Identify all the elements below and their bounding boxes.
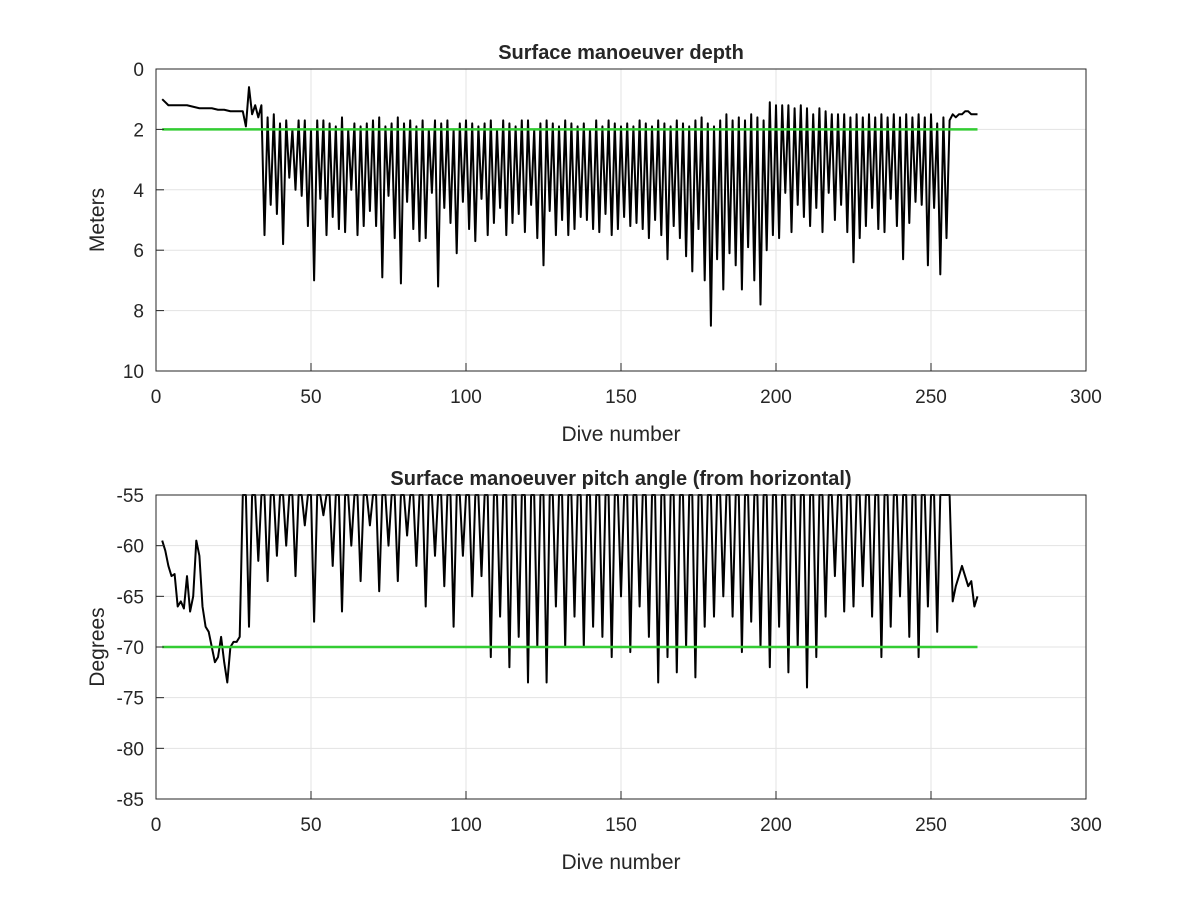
x-tick-label: 50 [300, 387, 321, 408]
y-tick-label: 10 [123, 362, 144, 383]
x-tick-label: 200 [760, 387, 792, 408]
depth-y-ticks: 0 2 4 6 8 10 [123, 60, 164, 383]
depth-x-ticks: 0 50 100 150 200 250 300 [151, 363, 1102, 408]
x-tick-label: 150 [605, 387, 637, 408]
x-tick-label: 300 [1070, 387, 1102, 408]
depth-panel: 0 50 100 150 200 250 300 0 2 4 6 8 10 Surface manoe… [86, 42, 1102, 446]
x-tick-label: 50 [300, 815, 321, 836]
x-tick-label: 250 [915, 387, 947, 408]
x-tick-label: 0 [151, 815, 162, 836]
pitch-y-ticks: -55 -60 -65 -70 -75 -80 -85 [117, 486, 164, 811]
depth-y-axis-label: Meters [86, 188, 109, 252]
x-tick-label: 200 [760, 815, 792, 836]
y-tick-label: 8 [133, 302, 144, 323]
depth-x-axis-label: Dive number [561, 423, 680, 446]
pitch-panel: 0 50 100 150 200 250 300 -55 -60 -65 -70 -75 -80 -85… [86, 468, 1102, 874]
depth-chart-title: Surface manoeuver depth [498, 42, 744, 64]
y-tick-label: 0 [133, 60, 144, 81]
y-tick-label: -80 [117, 739, 144, 760]
y-tick-label: 4 [133, 181, 144, 202]
x-tick-label: 100 [450, 387, 482, 408]
x-tick-label: 150 [605, 815, 637, 836]
pitch-x-ticks: 0 50 100 150 200 250 300 [151, 791, 1102, 836]
pitch-data-line [161, 494, 979, 689]
x-tick-label: 250 [915, 815, 947, 836]
y-tick-label: -55 [117, 486, 144, 507]
pitch-x-axis-label: Dive number [561, 851, 680, 874]
y-tick-label: 2 [133, 120, 144, 141]
x-tick-label: 300 [1070, 815, 1102, 836]
y-tick-label: -70 [117, 638, 144, 659]
y-tick-label: -85 [117, 790, 144, 811]
pitch-y-axis-label: Degrees [86, 607, 109, 686]
y-tick-label: -60 [117, 537, 144, 558]
depth-data-line [161, 86, 978, 327]
y-tick-label: -75 [117, 689, 144, 710]
pitch-lines [161, 494, 979, 689]
x-tick-label: 100 [450, 815, 482, 836]
depth-lines [161, 86, 978, 327]
pitch-chart-title: Surface manoeuver pitch angle (from hori… [390, 468, 851, 490]
y-tick-label: -65 [117, 587, 144, 608]
y-tick-label: 6 [133, 241, 144, 262]
x-tick-label: 0 [151, 387, 162, 408]
